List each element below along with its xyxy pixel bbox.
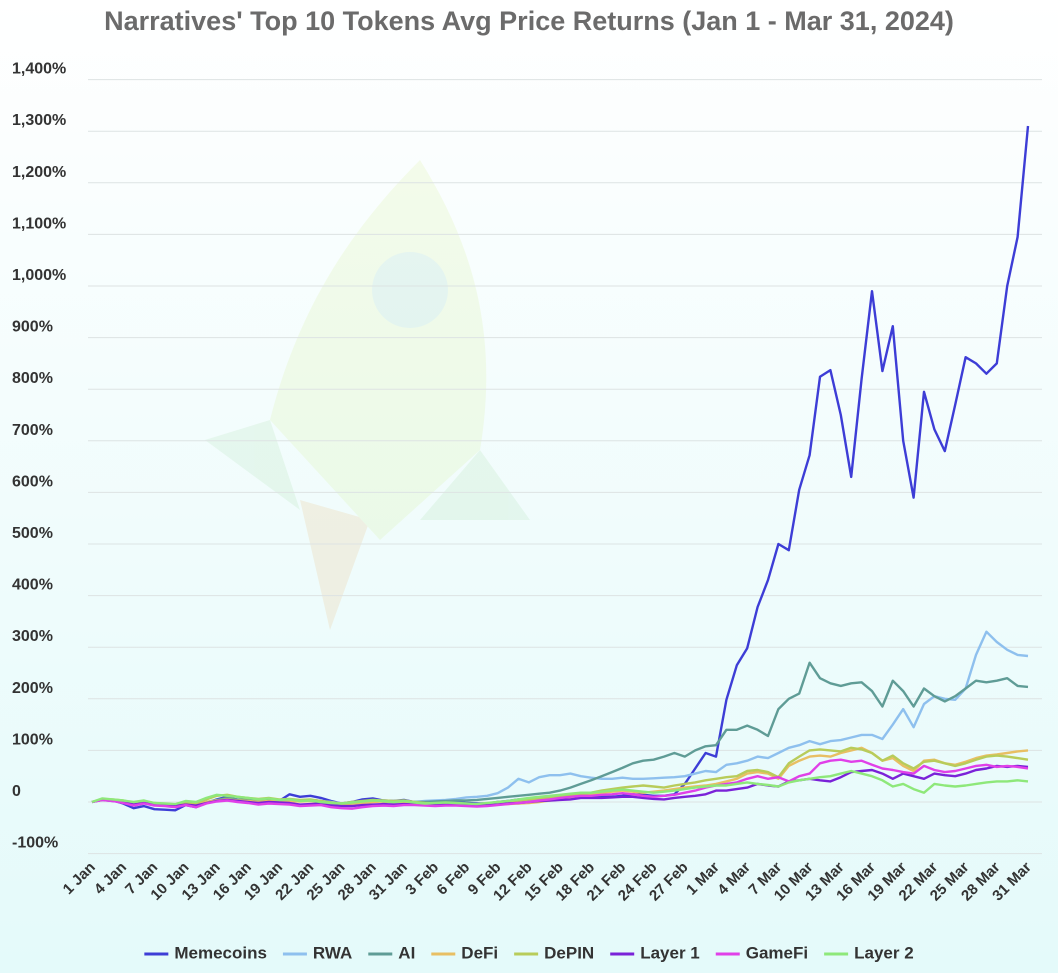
series-line — [91, 769, 1029, 806]
y-tick-label: 1,300% — [12, 112, 66, 129]
legend-label: GameFi — [746, 943, 808, 962]
chart-title: Narratives' Top 10 Tokens Avg Price Retu… — [104, 6, 954, 36]
y-tick-label: 900% — [12, 319, 53, 336]
y-tick-label: 1,000% — [12, 267, 66, 284]
legend-label: Memecoins — [174, 943, 267, 962]
y-tick-label: 1,200% — [12, 164, 66, 181]
legend-label: DePIN — [544, 943, 594, 962]
y-tick-label: 1,400% — [12, 61, 66, 78]
legend-label: DeFi — [461, 943, 498, 962]
y-tick-label: 700% — [12, 422, 53, 439]
y-tick-label: 200% — [12, 680, 53, 697]
y-tick-label: 500% — [12, 525, 53, 542]
y-tick-label: 100% — [12, 731, 53, 748]
y-tick-label: 1,100% — [12, 215, 66, 232]
y-tick-label: 800% — [12, 370, 53, 387]
y-tick-label: 0 — [12, 783, 21, 800]
y-tick-label: 300% — [12, 628, 53, 645]
y-tick-label: 600% — [12, 473, 53, 490]
rocket-watermark — [205, 160, 530, 630]
legend-label: RWA — [313, 943, 352, 962]
legend-label: Layer 1 — [640, 943, 700, 962]
legend-label: AI — [398, 943, 415, 962]
legend-label: Layer 2 — [854, 943, 914, 962]
y-tick-label: 400% — [12, 577, 53, 594]
y-tick-label: -100% — [12, 835, 58, 852]
series-line — [91, 758, 1029, 810]
